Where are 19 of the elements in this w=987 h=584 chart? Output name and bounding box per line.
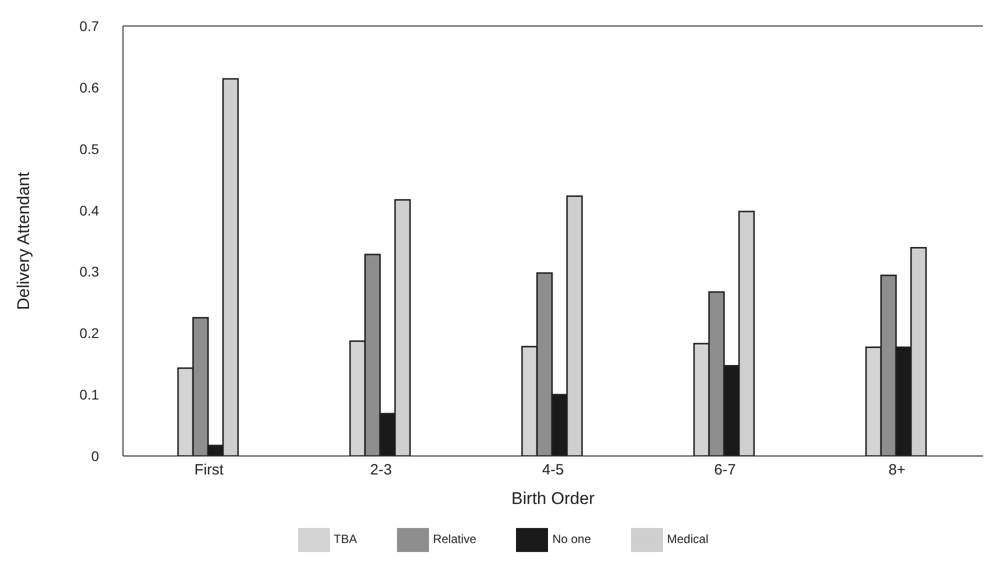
- y-axis-title: Delivery Attendant: [14, 172, 34, 310]
- y-tick-label: 0.6: [80, 79, 100, 96]
- y-tick-label: 0.1: [80, 386, 100, 403]
- y-tick-label: 0.2: [80, 325, 100, 342]
- x-tick-label: 4-5: [542, 462, 564, 479]
- legend-label: TBA: [334, 532, 357, 546]
- y-tick-label: 0.3: [80, 264, 100, 280]
- y-tick-label: 0.5: [80, 140, 100, 157]
- x-tick-label: 8+: [888, 462, 906, 479]
- y-tick-label: 0.4: [80, 202, 100, 218]
- x-axis-title: Birth Order: [511, 489, 595, 508]
- x-tick-label: 6-7: [714, 462, 736, 479]
- legend-label: Relative: [432, 532, 476, 546]
- y-tick-label: 0: [91, 448, 100, 464]
- x-tick-label: 2-3: [370, 462, 392, 479]
- legend-label: Medical: [667, 532, 708, 546]
- legend-label: No one: [552, 532, 592, 546]
- x-tick-label: First: [194, 462, 224, 479]
- y-tick-label: 0.7: [80, 18, 100, 34]
